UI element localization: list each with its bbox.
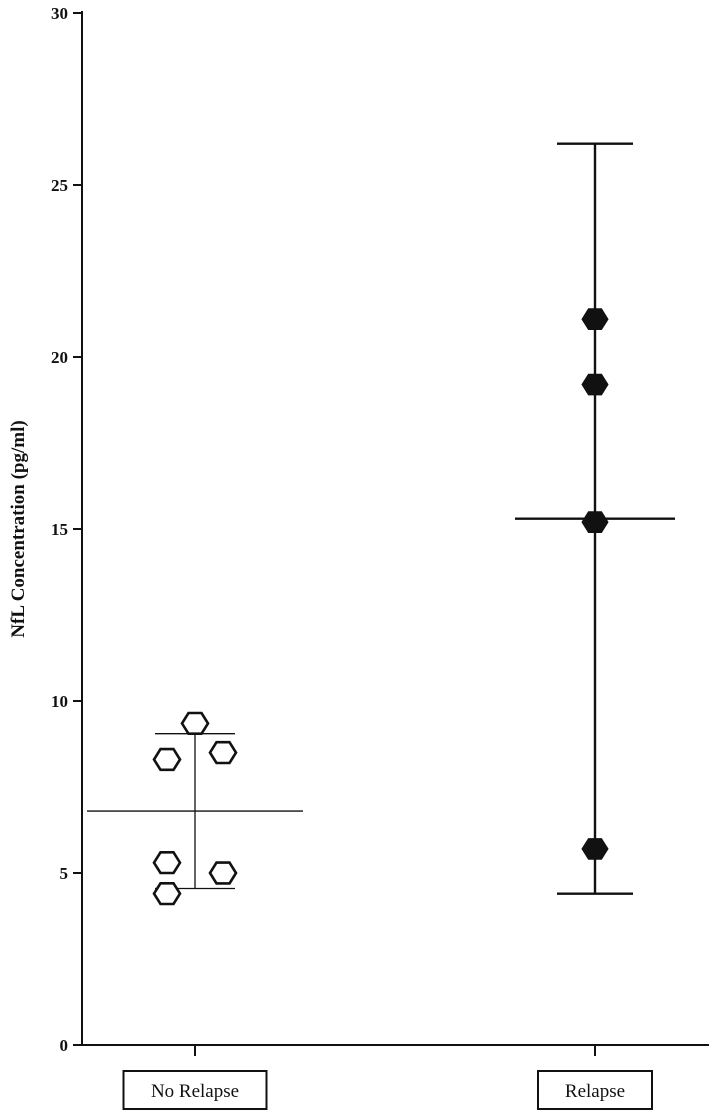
- data-point: [152, 881, 182, 906]
- category-label-box: [537, 1070, 653, 1110]
- y-ticks: 0 5 10 15 20 25 30: [51, 4, 82, 1055]
- y-tick-label: 10: [51, 692, 68, 711]
- y-tick-label: 15: [51, 520, 68, 539]
- y-tick-label: 30: [51, 4, 68, 23]
- y-tick-label: 5: [60, 864, 69, 883]
- y-tick-label: 25: [51, 176, 68, 195]
- category-labels: No Relapse Relapse: [122, 1045, 653, 1110]
- category-label: Relapse: [565, 1081, 625, 1102]
- group-relapse: [515, 142, 675, 895]
- data-point: [208, 740, 238, 765]
- data-point: [581, 308, 609, 330]
- y-axis-title: NfL Concentration (pg/ml): [8, 420, 29, 637]
- data-point: [581, 511, 609, 533]
- data-point: [152, 747, 182, 772]
- category-label-box: [122, 1070, 268, 1110]
- category-label: No Relapse: [151, 1081, 239, 1102]
- group-no-relapse: [87, 711, 303, 906]
- data-point: [208, 861, 238, 885]
- data-point: [581, 373, 609, 396]
- data-point: [152, 850, 182, 875]
- y-tick-label: 0: [60, 1036, 69, 1055]
- data-point: [180, 711, 210, 736]
- data-groups: [87, 142, 675, 906]
- data-point: [581, 838, 609, 860]
- y-tick-label: 20: [51, 348, 68, 367]
